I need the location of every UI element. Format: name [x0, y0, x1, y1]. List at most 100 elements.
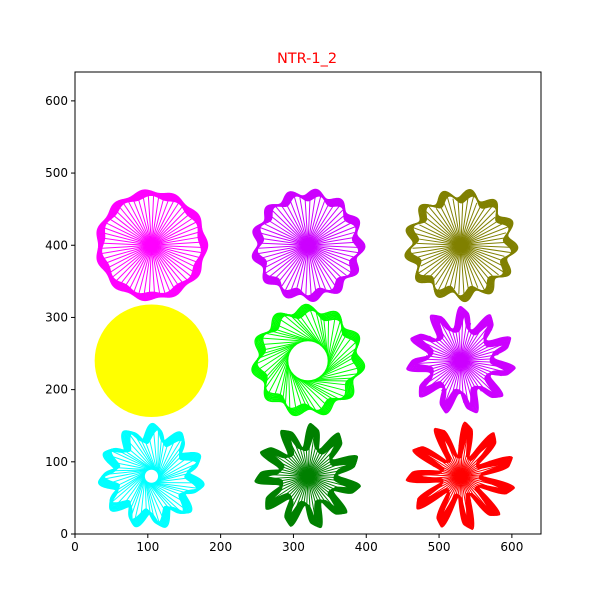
- figure-chord: [307, 244, 361, 248]
- figure-chord: [307, 437, 339, 477]
- figure-chord: [101, 244, 152, 255]
- figure-chord: [307, 429, 316, 477]
- figure-chord: [460, 360, 491, 376]
- figure-chord: [158, 452, 181, 479]
- figure-chord: [428, 206, 462, 246]
- figure-chord: [423, 221, 462, 246]
- figure-chord: [268, 356, 289, 394]
- figure-chord: [460, 244, 513, 248]
- figure-chord: [158, 438, 183, 477]
- figure-chord: [300, 245, 309, 291]
- figure-chord: [102, 237, 152, 246]
- figure-chord: [157, 437, 163, 474]
- figure-chord: [460, 244, 503, 262]
- figure-chord: [451, 327, 462, 361]
- figure-chord: [419, 449, 462, 477]
- figure-chord: [289, 370, 302, 406]
- figure-chord: [295, 316, 321, 345]
- figure-chord: [151, 202, 180, 246]
- figure-chord: [412, 226, 462, 246]
- figure-chord: [151, 244, 189, 282]
- figure-chord: [460, 194, 469, 246]
- figure-chord: [460, 441, 484, 477]
- figure-chord: [327, 331, 345, 366]
- figure-chord: [147, 482, 166, 512]
- figure-chord: [327, 318, 336, 359]
- figure-chord: [460, 358, 492, 362]
- figure-chord: [148, 245, 152, 294]
- figure-chord: [264, 341, 300, 351]
- figure-chord: [288, 368, 297, 408]
- figure-chord: [126, 439, 155, 470]
- figure-chord: [145, 480, 155, 519]
- figure-chord: [410, 360, 461, 365]
- figure-chord: [105, 222, 152, 246]
- figure-chord: [153, 482, 193, 492]
- figure-chord: [460, 339, 488, 362]
- figure-chord: [267, 244, 309, 279]
- figure-chord: [268, 220, 309, 246]
- figure-chord: [325, 341, 357, 372]
- figure-chord: [327, 325, 344, 364]
- figure-chord: [423, 208, 462, 246]
- figure-chord: [299, 446, 309, 477]
- figure-loop: [102, 428, 199, 525]
- figure-chord: [307, 197, 311, 246]
- spirograph-figure-4: [94, 304, 209, 418]
- figure-chord: [142, 197, 152, 246]
- figure-chord: [455, 330, 462, 361]
- figure-chord: [259, 475, 309, 480]
- figure-chord: [287, 476, 309, 517]
- figure-loop: [409, 195, 513, 297]
- figure-chord: [278, 325, 313, 342]
- figure-chord: [307, 237, 354, 246]
- figure-chord: [275, 471, 309, 477]
- figure-chord: [278, 452, 309, 477]
- figure-chord: [415, 238, 461, 246]
- x-tick-label: 0: [71, 540, 79, 554]
- figure-chord: [310, 380, 347, 386]
- figure-chord: [411, 232, 462, 246]
- spirograph-figure-1: [96, 189, 209, 302]
- figure-chord: [411, 475, 461, 480]
- figure-chord: [157, 463, 198, 481]
- figure-chord: [307, 475, 352, 484]
- figure-chord: [264, 223, 309, 246]
- figure-chord: [104, 244, 152, 259]
- figure-chord: [460, 475, 489, 499]
- figure-chord: [158, 444, 184, 478]
- figure-chord: [151, 244, 185, 285]
- figure-chord: [409, 244, 461, 255]
- figure-chord: [151, 241, 200, 246]
- figure-chord: [280, 319, 315, 342]
- figure-chord: [128, 245, 152, 291]
- figure-chord: [460, 196, 475, 246]
- figure-chord: [460, 342, 507, 362]
- figure-chord: [307, 245, 321, 290]
- y-axis: 0 100 200 300 400 500 600: [45, 94, 75, 541]
- figure-chord: [460, 429, 464, 477]
- figure-chord: [151, 226, 200, 246]
- figure-chord: [460, 475, 491, 512]
- figure-chord: [307, 215, 344, 246]
- figure-chord: [326, 335, 347, 368]
- figure-chord: [439, 205, 462, 246]
- figure-chord: [269, 330, 309, 342]
- figure-loop: [411, 427, 510, 526]
- figure-chord: [438, 443, 462, 477]
- figure-chord: [143, 245, 152, 294]
- figure-chord: [416, 242, 461, 246]
- figure-chord: [460, 360, 506, 368]
- figure-chord: [118, 472, 146, 490]
- figure-chord: [134, 434, 156, 471]
- figure-chord: [157, 429, 159, 473]
- figure-chord: [264, 354, 290, 390]
- figure-chord: [148, 436, 158, 472]
- figure-chord: [458, 323, 462, 361]
- y-tick-label: 600: [45, 94, 68, 108]
- figure-chord: [111, 244, 152, 278]
- figure-chord: [429, 335, 462, 362]
- figure-loop: [259, 429, 356, 525]
- figure-loop: [256, 309, 359, 412]
- figure-chord: [429, 360, 462, 370]
